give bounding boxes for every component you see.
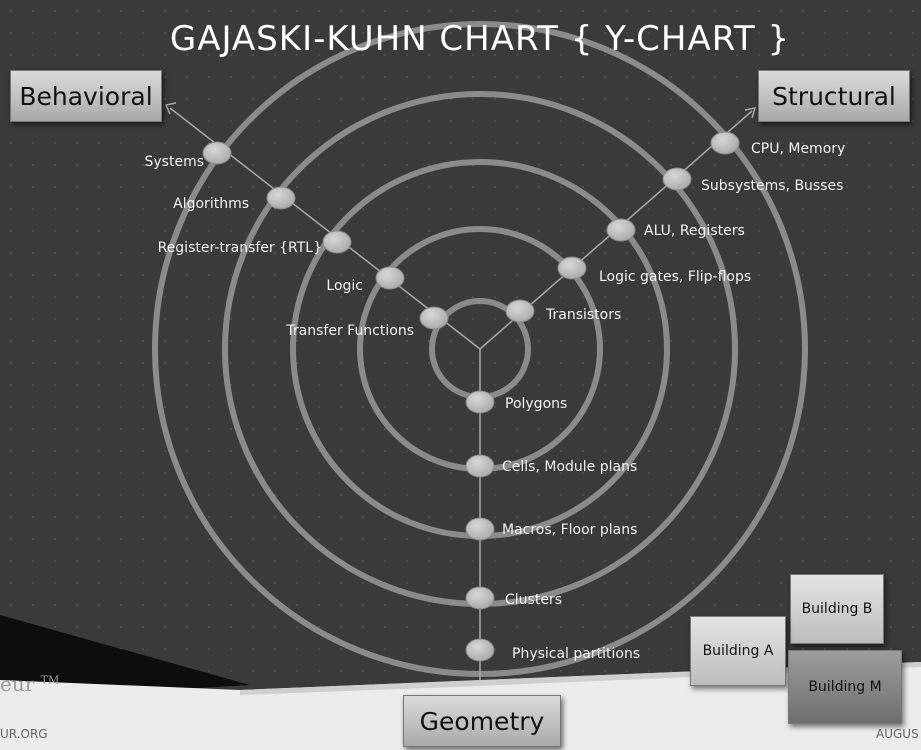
behavioral-level-label: Systems — [145, 154, 205, 170]
structural-axis-arrowhead — [744, 107, 757, 119]
structural-node — [606, 218, 636, 242]
structural-axis-label: Structural — [758, 70, 910, 122]
behavioral-level-label: Transfer Functions — [285, 323, 414, 339]
logo-trademark: TM — [40, 673, 60, 687]
logo-wordmark: eur TM — [0, 672, 59, 696]
geometry-node — [465, 517, 495, 541]
structural-node — [710, 131, 740, 155]
behavioral-level-label: Logic — [326, 278, 363, 294]
structural-node — [557, 256, 587, 280]
behavioral-node — [202, 141, 232, 165]
page-title: GAJASKI-KUHN CHART { Y-CHART } — [170, 19, 790, 59]
logo-text: eur — [0, 672, 35, 696]
footer-right-text: AUGUS — [876, 727, 919, 741]
building-b: Building B — [790, 574, 884, 644]
footer-dark-stripe — [0, 615, 250, 700]
geometry-node — [465, 638, 495, 662]
behavioral-node — [266, 186, 296, 210]
structural-nodes: CPU, Memory Subsystems, Busses ALU, Regist… — [505, 131, 845, 323]
behavioral-axis-arrowhead — [164, 102, 177, 115]
structural-level-label: Subsystems, Busses — [701, 178, 843, 194]
building-m: Building M — [788, 650, 902, 724]
structural-level-label: Transistors — [545, 307, 621, 323]
building-a: Building A — [690, 616, 786, 686]
structural-level-label: ALU, Registers — [644, 223, 745, 239]
geometry-axis-label: Geometry — [403, 695, 561, 747]
behavioral-node — [322, 230, 352, 254]
behavioral-level-label: Register-transfer {RTL} — [158, 240, 322, 256]
geometry-level-label: Clusters — [505, 592, 562, 608]
structural-node — [505, 299, 535, 323]
behavioral-node — [419, 306, 449, 330]
geometry-level-label: Cells, Module plans — [502, 459, 637, 475]
behavioral-nodes: Systems Algorithms Register-transfer {RTL}… — [145, 141, 449, 339]
behavioral-axis-label: Behavioral — [10, 70, 162, 122]
geometry-node — [465, 454, 495, 478]
behavioral-node — [375, 266, 405, 290]
geometry-node — [465, 586, 495, 610]
structural-node — [662, 167, 692, 191]
structural-level-label: Logic gates, Flip-flops — [599, 269, 751, 285]
structural-level-label: CPU, Memory — [751, 141, 845, 157]
geometry-node — [465, 390, 495, 414]
footer-left-text: UR.ORG — [0, 727, 48, 741]
geometry-level-label: Macros, Floor plans — [502, 522, 637, 538]
geometry-nodes: Polygons Cells, Module plans Macros, Floor… — [465, 390, 640, 662]
geometry-level-label: Polygons — [505, 396, 567, 412]
behavioral-level-label: Algorithms — [173, 196, 249, 212]
geometry-level-label: Physical partitions — [512, 646, 640, 662]
